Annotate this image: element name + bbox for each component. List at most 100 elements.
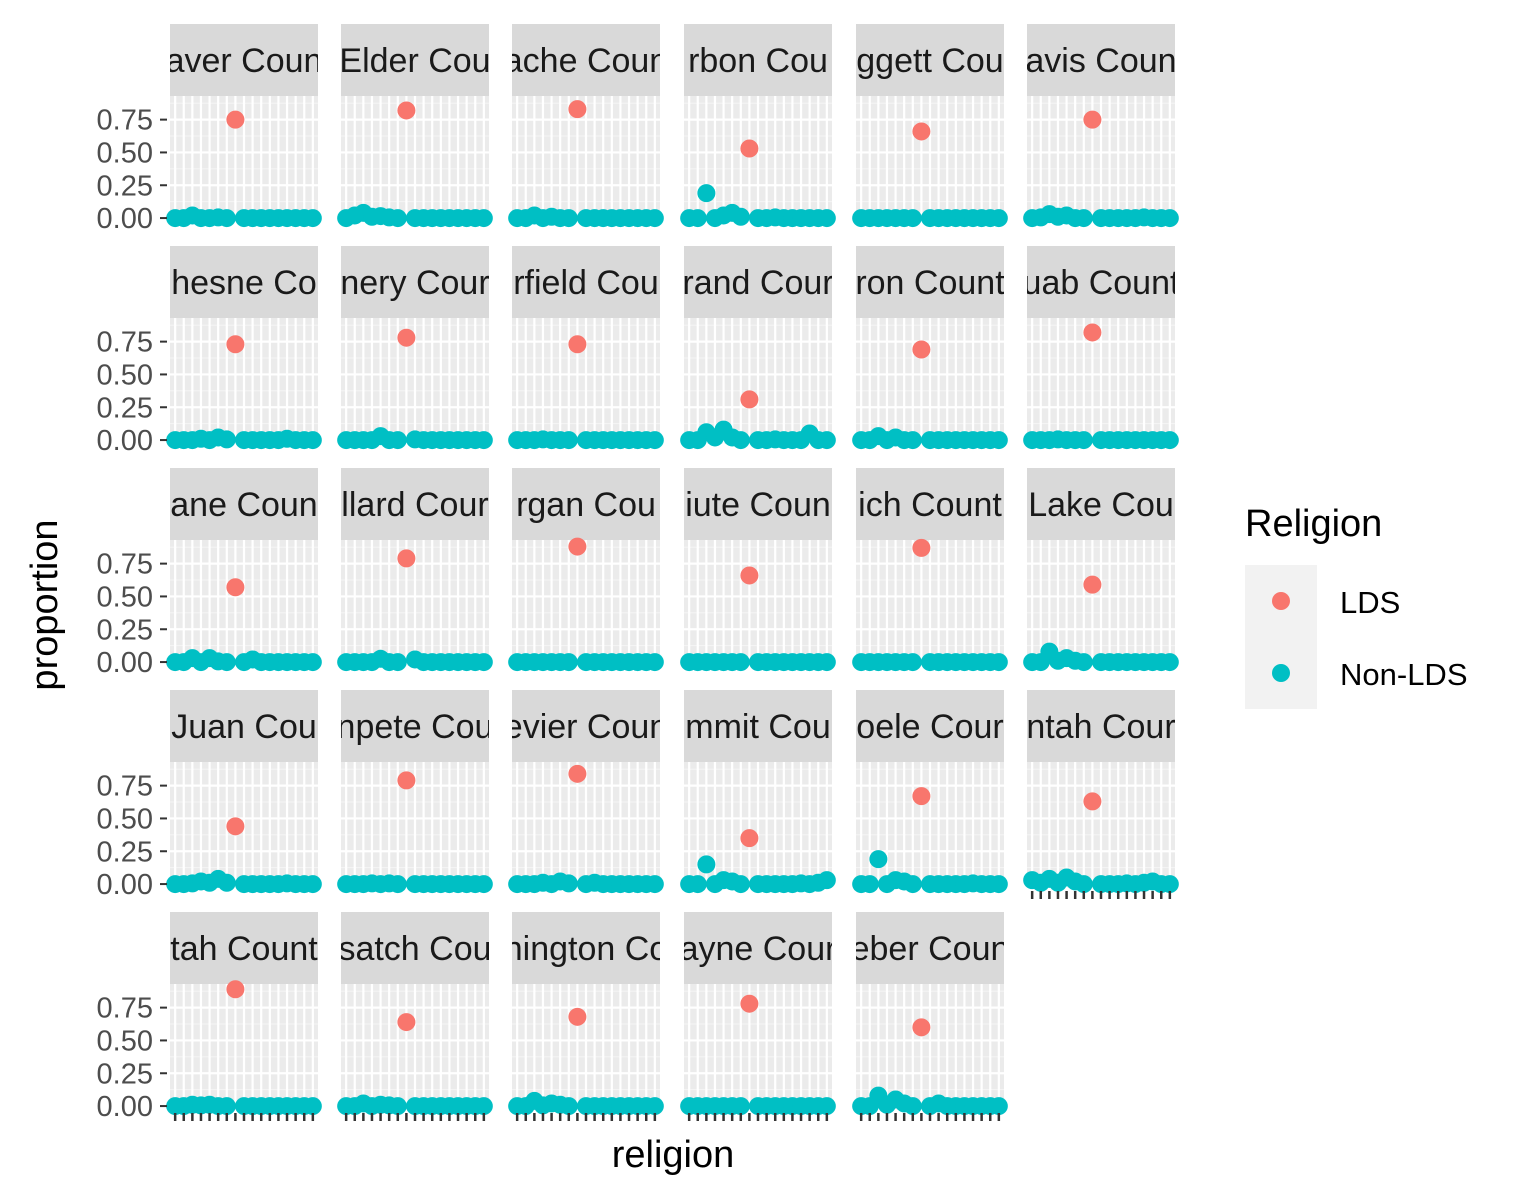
point-non-lds — [697, 855, 716, 874]
point-lds — [397, 101, 416, 120]
point-non-lds — [903, 653, 922, 672]
facet-strip-label: ane Coun — [170, 486, 317, 524]
y-tick-label: 0.00 — [97, 869, 153, 901]
facet-panel: ntah Cour — [1023, 690, 1179, 894]
facet-panel: aver Coun — [166, 24, 323, 228]
facet-strip — [170, 912, 318, 984]
facet-strip-label: satch Cou — [338, 930, 491, 968]
facet-strip — [170, 24, 318, 96]
point-lds — [397, 771, 416, 790]
facet-strip — [684, 24, 832, 96]
point-non-lds — [1160, 431, 1179, 450]
point-non-lds — [1074, 653, 1093, 672]
point-lds — [1083, 792, 1102, 811]
facet-panel: evier Coun — [508, 690, 664, 894]
facet-panel: Elder Cou — [337, 24, 493, 228]
facet-strip-label: nington Co — [504, 930, 668, 968]
facet-strip-label: ache Coun — [504, 42, 668, 80]
point-non-lds — [869, 850, 888, 869]
point-lds — [226, 335, 245, 354]
point-lds — [912, 122, 931, 141]
facet-strip — [512, 246, 660, 318]
facet-panel: nington Co — [504, 912, 668, 1116]
facet-strip — [341, 690, 489, 762]
point-non-lds — [688, 209, 707, 228]
point-non-lds — [1074, 875, 1093, 894]
point-lds — [568, 100, 587, 119]
y-tick-label: 0.00 — [97, 1091, 153, 1123]
point-non-lds — [474, 1097, 493, 1116]
point-non-lds — [903, 1097, 922, 1116]
facet-strip — [341, 468, 489, 540]
y-tick-label: 0.50 — [97, 359, 153, 391]
facet-strip-label: npete Cou — [337, 708, 494, 746]
facet-strip — [684, 690, 832, 762]
facet-strip-label: mmit Cou — [685, 708, 830, 746]
legend-key-lds — [1272, 592, 1290, 610]
point-non-lds — [1160, 653, 1179, 672]
facet-strip-label: ggett Cou — [856, 42, 1003, 80]
facet-panel: ayne Cour — [680, 912, 836, 1116]
facet-strip-label: tah Count — [170, 930, 318, 968]
facet-panel: tah Count — [166, 912, 322, 1116]
y-tick-label: 0.25 — [97, 1058, 153, 1090]
facet-panel: Lake Cou — [1023, 468, 1179, 672]
legend-key-non-lds — [1272, 664, 1290, 682]
point-lds — [912, 787, 931, 806]
point-non-lds — [1160, 875, 1179, 894]
point-non-lds — [559, 1097, 578, 1116]
facet-strip-label: eber Coun — [851, 930, 1010, 968]
facet-strip-label: aver Coun — [166, 42, 323, 80]
y-tick-label: 0.75 — [97, 105, 153, 137]
facet-strip — [856, 24, 1004, 96]
y-tick-label: 0.50 — [97, 581, 153, 613]
facet-strip — [341, 246, 489, 318]
point-non-lds — [217, 653, 236, 672]
point-non-lds — [559, 431, 578, 450]
facet-strip — [512, 690, 660, 762]
facet-strip-label: rbon Cou — [688, 42, 828, 80]
y-tick-label: 0.75 — [97, 327, 153, 359]
point-lds — [740, 139, 759, 158]
point-lds — [912, 340, 931, 359]
facet-strip — [1027, 246, 1175, 318]
point-lds — [740, 390, 759, 409]
facet-strip-label: Elder Cou — [339, 42, 490, 80]
point-non-lds — [817, 1097, 836, 1116]
facet-strip — [856, 246, 1004, 318]
point-non-lds — [388, 209, 407, 228]
point-non-lds — [217, 1097, 236, 1116]
facet-panel: ron Count — [852, 246, 1008, 450]
point-non-lds — [989, 653, 1008, 672]
point-non-lds — [388, 1097, 407, 1116]
facet-panel: ache Coun — [504, 24, 668, 228]
y-tick-label: 0.00 — [97, 203, 153, 235]
facet-panel: iute Coun — [680, 468, 836, 672]
y-tick-label: 0.50 — [97, 1025, 153, 1057]
point-non-lds — [645, 209, 664, 228]
facet-strip — [1027, 690, 1175, 762]
point-lds — [397, 328, 416, 347]
facet-strip-label: ich Count — [858, 486, 1002, 524]
point-lds — [1083, 110, 1102, 129]
point-non-lds — [303, 653, 322, 672]
x-axes-layer — [173, 891, 1172, 1121]
facet-strip — [170, 468, 318, 540]
facet-strip-label: Juan Cou — [171, 708, 317, 746]
point-non-lds — [559, 874, 578, 893]
facet-strip — [341, 912, 489, 984]
point-lds — [740, 566, 759, 585]
point-lds — [568, 1007, 587, 1026]
point-lds — [568, 537, 587, 556]
point-lds — [226, 817, 245, 836]
point-non-lds — [989, 431, 1008, 450]
point-non-lds — [989, 1097, 1008, 1116]
facet-strip-label: avis Coun — [1025, 42, 1176, 80]
point-lds — [397, 1013, 416, 1032]
facet-strip — [856, 912, 1004, 984]
point-non-lds — [731, 431, 750, 450]
facet-strip — [684, 912, 832, 984]
facet-panel: llard Cour — [337, 468, 493, 672]
facet-strip — [170, 690, 318, 762]
point-non-lds — [688, 875, 707, 894]
